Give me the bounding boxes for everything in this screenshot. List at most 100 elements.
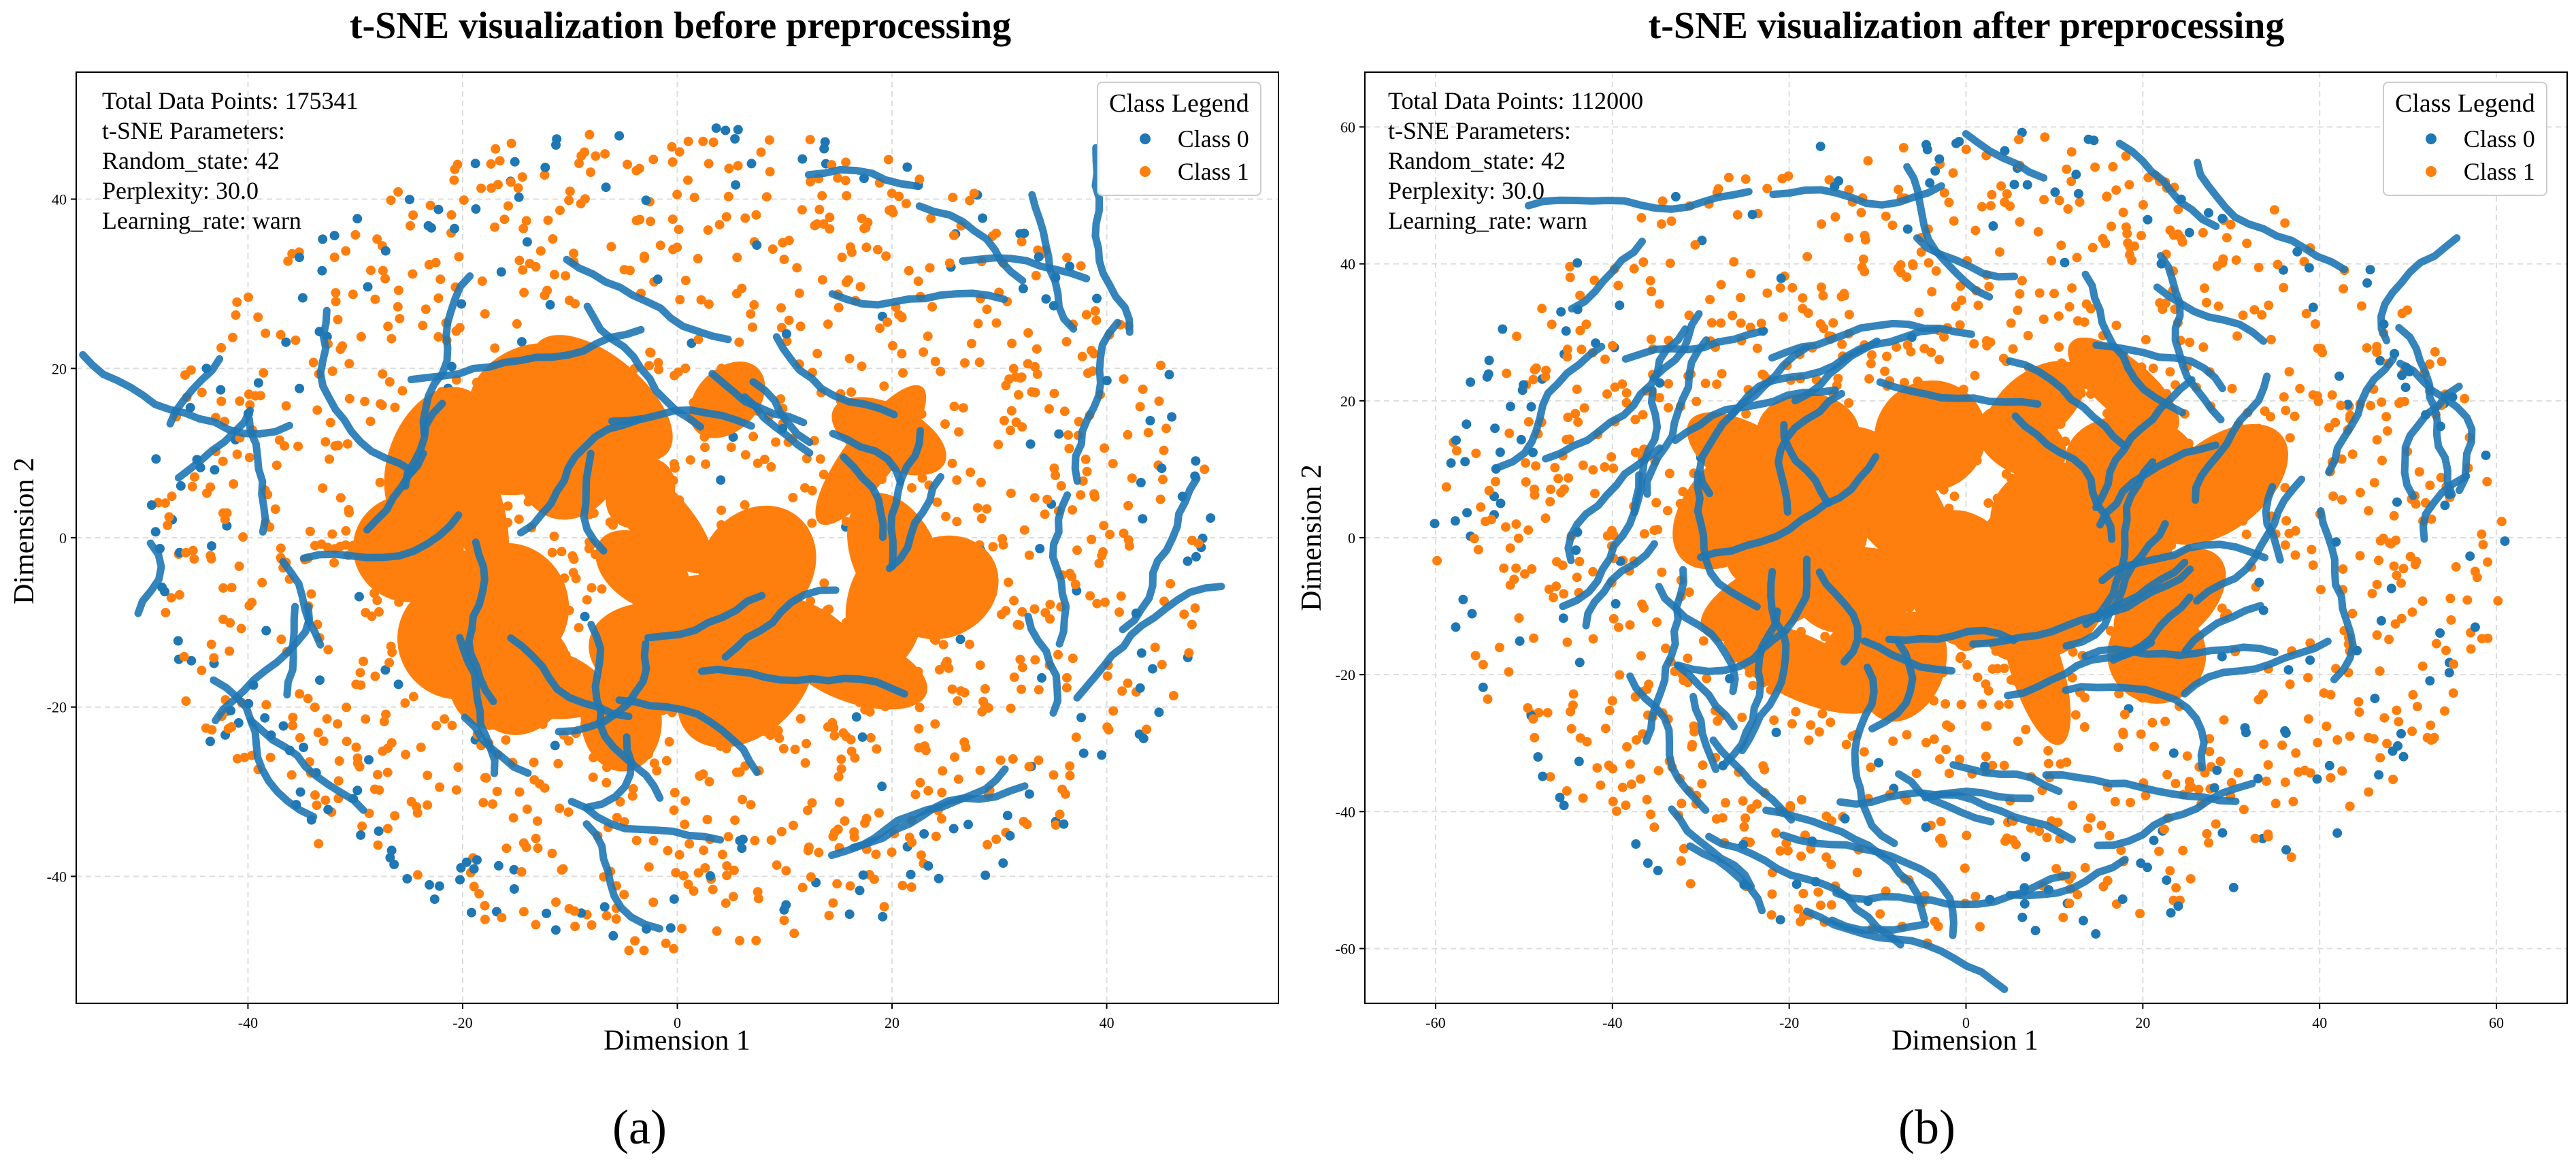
class1-point (361, 714, 371, 724)
class1-point (2354, 707, 2364, 717)
class1-point (879, 381, 889, 391)
class0-point (2365, 265, 2375, 275)
class1-point (348, 289, 358, 299)
class0-strand (1762, 806, 1928, 923)
class1-point (1896, 260, 1906, 270)
class1-point (740, 213, 750, 223)
class1-point (1739, 822, 1749, 832)
class0-point (665, 923, 676, 933)
class1-point (365, 417, 376, 426)
class0-strand (2194, 159, 2348, 274)
class1-point (318, 483, 328, 493)
class0-point (1466, 377, 1476, 387)
class1-point (1581, 319, 1591, 329)
class1-point (661, 938, 671, 948)
class1-point (1074, 417, 1084, 427)
class1-point (1860, 235, 1870, 245)
class1-point (1602, 389, 1612, 399)
class1-point (869, 874, 879, 884)
class1-point (201, 723, 211, 733)
class0-point (516, 337, 527, 347)
class1-point (1579, 403, 1589, 413)
class1-point (187, 481, 197, 491)
class1-point (2051, 864, 2062, 874)
class1-point (1916, 247, 1926, 257)
class0-strand (2062, 683, 2208, 772)
class1-point (2194, 784, 2204, 794)
class0-strand (840, 453, 887, 541)
class1-point (2328, 491, 2339, 501)
class1-point (788, 820, 798, 830)
class0-strand (1674, 555, 1811, 675)
class1-point (1796, 794, 1806, 805)
class0-point (2166, 908, 2176, 918)
class1-point (1888, 736, 1898, 746)
class1-point (1962, 660, 1972, 670)
class1-point (1542, 708, 1553, 718)
x-tick-label: -40 (238, 1014, 258, 1031)
class1-point (973, 319, 983, 329)
class1-point (1071, 732, 1081, 743)
class1-point (569, 248, 579, 259)
class1-point (1521, 477, 1531, 487)
class1-point (1187, 619, 1197, 630)
class1-point (2378, 533, 2388, 543)
class1-point (327, 529, 337, 539)
class1-point (1859, 747, 1869, 757)
class1-point (2249, 305, 2260, 315)
class0-strand (245, 415, 269, 536)
class0-point (151, 454, 161, 464)
class0-point (781, 329, 791, 339)
class1-point (1565, 272, 1575, 282)
class0-point (496, 267, 506, 277)
class1-point (2173, 204, 2183, 214)
class1-point (369, 784, 380, 794)
class1-point (1566, 724, 1576, 734)
class1-point (1818, 291, 1828, 301)
class0-point (2304, 263, 2314, 273)
class0-point (425, 879, 435, 890)
class0-strand (1119, 474, 1201, 634)
class1-point (2006, 318, 2016, 328)
class1-point (1995, 247, 2004, 257)
class0-point (2393, 741, 2402, 751)
class1-point (2382, 426, 2392, 436)
class0-point (1430, 519, 1440, 529)
class1-point (384, 377, 395, 387)
class1-point (1491, 476, 1500, 487)
class1-point (1627, 779, 1636, 790)
class1-point (1944, 768, 1954, 779)
class1-point (1559, 484, 1569, 494)
class1-point (1881, 211, 1891, 221)
class0-strand (465, 538, 497, 705)
class1-point (1657, 219, 1666, 229)
class1-point (803, 805, 812, 815)
class0-point (1533, 752, 1543, 762)
class1-point (2377, 397, 2387, 407)
class1-point (406, 796, 416, 807)
class1-point (639, 945, 649, 956)
class1-point (2226, 220, 2236, 229)
class1-point (2149, 741, 2159, 751)
class1-point (683, 175, 693, 185)
class0-point (2283, 665, 2294, 675)
class0-point (2184, 227, 2194, 238)
class1-point (522, 804, 532, 814)
class0-point (455, 875, 465, 885)
class0-strand (1686, 842, 1766, 915)
class1-point (2470, 566, 2480, 577)
class1-point (506, 138, 516, 148)
class1-point (693, 334, 704, 344)
class1-point (1961, 144, 1971, 155)
class0-point (2162, 875, 2172, 886)
class1-point (1902, 340, 1913, 350)
class1-point (314, 839, 324, 849)
class1-point (960, 358, 970, 368)
class1-point (1737, 712, 1747, 722)
class1-point (1698, 636, 1708, 646)
class0-point (318, 234, 328, 244)
class1-point (2446, 615, 2456, 625)
class0-point (730, 134, 740, 144)
panel-a-legend-class1-label: Class 1 (1177, 158, 1249, 185)
class0-point (1135, 683, 1145, 693)
